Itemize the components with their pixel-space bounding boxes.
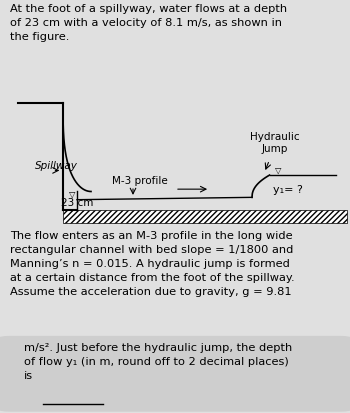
Text: Jump: Jump — [261, 144, 288, 154]
Text: M-3 profile: M-3 profile — [112, 176, 168, 186]
Text: ▽: ▽ — [69, 190, 75, 199]
Text: m/s². Just before the hydraulic jump, the depth
of flow y₁ (in m, round off to 2: m/s². Just before the hydraulic jump, th… — [24, 343, 292, 381]
FancyBboxPatch shape — [0, 336, 350, 412]
Text: At the foot of a spillyway, water flows at a depth
of 23 cm with a velocity of 8: At the foot of a spillyway, water flows … — [10, 4, 288, 42]
Text: Spillway: Spillway — [35, 161, 78, 171]
Text: 23 cm: 23 cm — [61, 198, 93, 208]
Text: ▽: ▽ — [275, 166, 281, 175]
Text: Hydraulic: Hydraulic — [250, 132, 300, 142]
Text: y₁= ?: y₁= ? — [273, 185, 303, 195]
Text: The flow enters as an M-3 profile in the long wide
rectangular channel with bed : The flow enters as an M-3 profile in the… — [10, 231, 295, 297]
